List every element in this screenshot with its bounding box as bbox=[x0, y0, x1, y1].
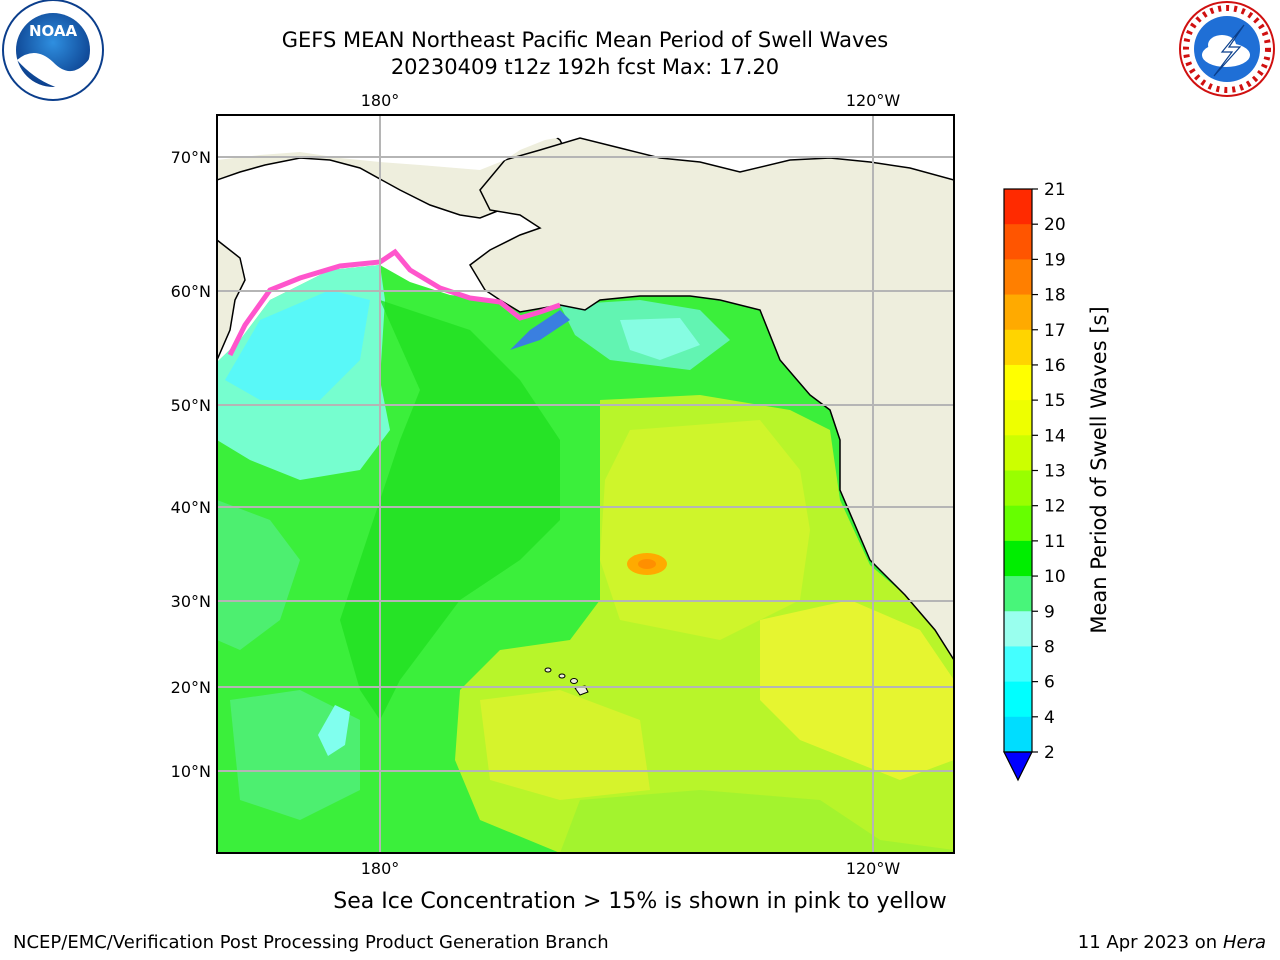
colorbar-tick-label: 19 bbox=[1044, 250, 1066, 270]
colorbar-tick-label: 9 bbox=[1044, 602, 1055, 622]
sea-ice-note: Sea Ice Concentration > 15% is shown in … bbox=[333, 889, 947, 914]
colorbar-tick-label: 2 bbox=[1044, 743, 1055, 763]
colorbar: 21 20 19 18 17 16 15 14 13 12 11 10 9 8 6 4 2 bbox=[1003, 180, 1066, 782]
footer-date: 11 Apr 2023 on Hera bbox=[1078, 932, 1266, 953]
map-panel: 180° 120°W 180° 120°W 70°N 60°N 50°N 40°… bbox=[171, 91, 955, 878]
lat-label-20n: 20°N bbox=[171, 678, 211, 697]
colorbar-segment bbox=[1004, 224, 1032, 260]
colorbar-segment bbox=[1004, 435, 1032, 471]
colorbar-segment bbox=[1004, 189, 1032, 225]
hawaii-islands bbox=[544, 667, 589, 696]
lat-label-70n: 70°N bbox=[171, 148, 211, 167]
colorbar-tick-label: 8 bbox=[1044, 637, 1055, 657]
chart-subtitle: 20230409 t12z 192h fcst Max: 17.20 bbox=[390, 55, 780, 79]
colorbar-tick-label: 12 bbox=[1044, 497, 1066, 517]
colorbar-tick-label: 16 bbox=[1044, 356, 1066, 376]
colorbar-segment bbox=[1004, 540, 1032, 577]
colorbar-segment bbox=[1004, 259, 1032, 296]
colorbar-tick-label: 20 bbox=[1044, 215, 1066, 235]
footer-date-text: 11 Apr 2023 on bbox=[1077, 932, 1223, 953]
footer-host: Hera bbox=[1222, 932, 1266, 953]
lon-label-top-120w: 120°W bbox=[846, 91, 901, 110]
colorbar-tick-label: 21 bbox=[1044, 180, 1066, 200]
colorbar-segment bbox=[1004, 329, 1032, 366]
graticule bbox=[217, 115, 954, 853]
colorbar-tick-label: 17 bbox=[1044, 321, 1066, 341]
chart-title: GEFS MEAN Northeast Pacific Mean Period … bbox=[281, 28, 889, 52]
colorbar-tick-label: 15 bbox=[1044, 391, 1066, 411]
colorbar-segment bbox=[1004, 505, 1032, 542]
footer-credit: NCEP/EMC/Verification Post Processing Pr… bbox=[13, 932, 609, 953]
nws-logo bbox=[1179, 1, 1275, 97]
colorbar-segment bbox=[1004, 470, 1032, 507]
colorbar-tick-label: 14 bbox=[1044, 426, 1066, 446]
colorbar-tick-label: 4 bbox=[1044, 708, 1055, 728]
colorbar-label: Mean Period of Swell Waves [s] bbox=[1087, 306, 1111, 633]
colorbar-segment bbox=[1004, 400, 1032, 436]
colorbar-segment bbox=[1004, 294, 1032, 331]
lat-label-50n: 50°N bbox=[171, 396, 211, 415]
colorbar-segment bbox=[1004, 611, 1032, 647]
colorbar-extend-arrow bbox=[1003, 751, 1033, 782]
colorbar-tick-label: 13 bbox=[1044, 462, 1066, 482]
lon-label-bottom-180: 180° bbox=[361, 859, 400, 878]
lat-label-60n: 60°N bbox=[171, 282, 211, 301]
noaa-logo-text: NOAA bbox=[29, 22, 78, 40]
colorbar-tick-label: 10 bbox=[1044, 567, 1066, 587]
lat-label-30n: 30°N bbox=[171, 592, 211, 611]
colorbar-segment bbox=[1004, 364, 1032, 401]
landmass-north-america bbox=[469, 137, 954, 662]
colorbar-tick-label: 18 bbox=[1044, 286, 1066, 306]
colorbar-segment bbox=[1004, 576, 1032, 612]
colorbar-segment bbox=[1004, 716, 1032, 753]
lat-label-10n: 10°N bbox=[171, 762, 211, 781]
colorbar-segment bbox=[1004, 681, 1032, 718]
noaa-logo: NOAA bbox=[2, 0, 104, 101]
colorbar-segment bbox=[1004, 646, 1032, 683]
colorbar-tick-label: 11 bbox=[1044, 532, 1066, 552]
lat-label-40n: 40°N bbox=[171, 498, 211, 517]
colorbar-tick-label: 6 bbox=[1044, 673, 1055, 693]
lon-label-bottom-120w: 120°W bbox=[846, 859, 901, 878]
lon-label-top-180: 180° bbox=[361, 91, 400, 110]
